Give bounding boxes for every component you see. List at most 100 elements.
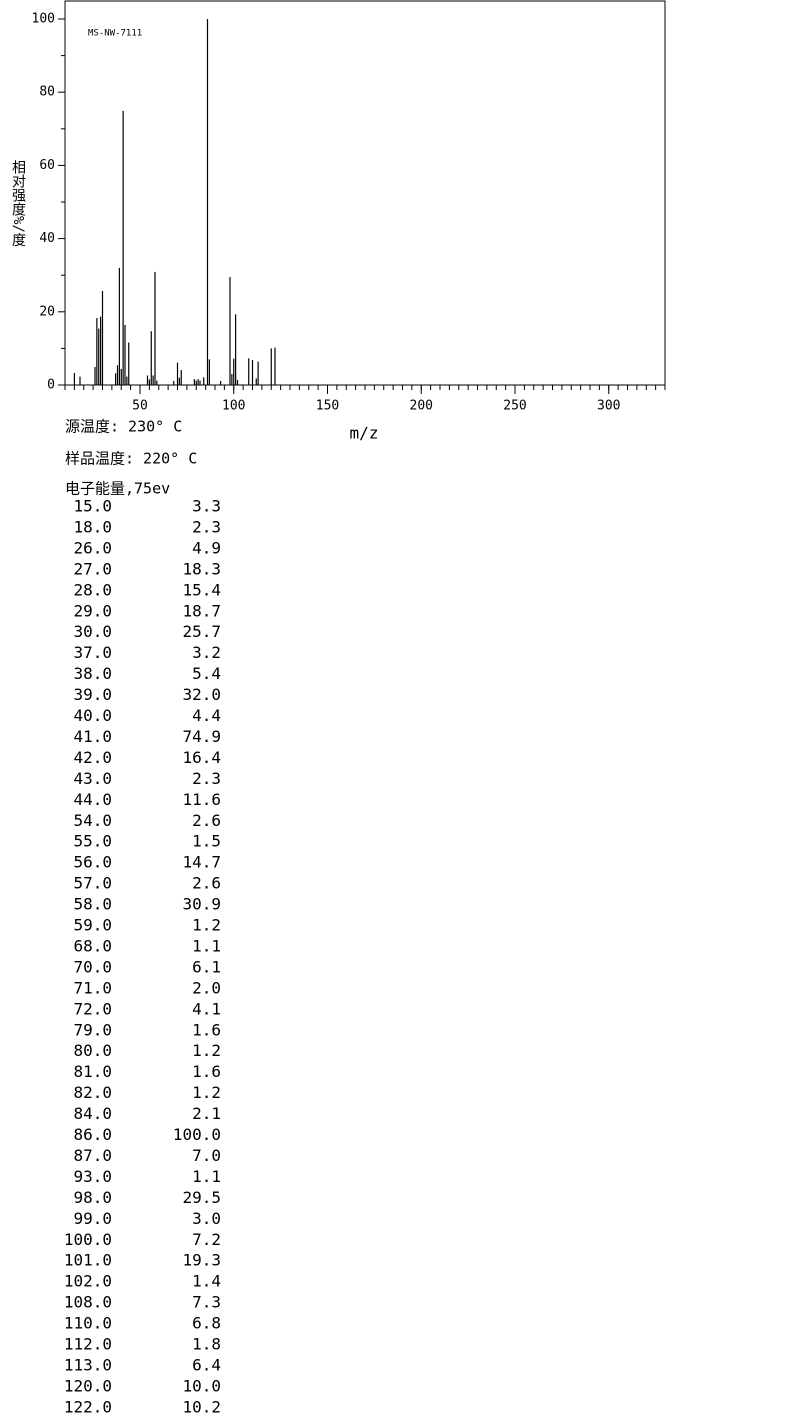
y-axis-label: 相对强度%/度 — [10, 160, 26, 247]
intensity-cell: 3.2 — [192, 643, 221, 662]
intensity-cell: 19.3 — [182, 1251, 221, 1270]
intensity-cell: 30.9 — [182, 895, 221, 914]
mz-cell: 39.0 — [73, 685, 112, 704]
intensity-cell: 1.5 — [192, 832, 221, 851]
intensity-cell: 2.6 — [192, 874, 221, 893]
mz-cell: 110.0 — [64, 1314, 112, 1333]
intensity-cell: 2.1 — [192, 1104, 221, 1123]
mz-cell: 101.0 — [64, 1251, 112, 1270]
intensity-cell: 11.6 — [182, 790, 221, 809]
mz-cell: 54.0 — [73, 811, 112, 830]
y-tick-label: 60 — [39, 158, 55, 173]
mz-cell: 68.0 — [73, 936, 112, 955]
mz-cell: 28.0 — [73, 580, 112, 599]
y-tick-label: 100 — [32, 12, 55, 27]
intensity-cell: 1.4 — [192, 1272, 221, 1291]
intensity-cell: 1.8 — [192, 1335, 221, 1354]
y-tick-label: 0 — [47, 378, 55, 393]
mz-cell: 81.0 — [73, 1062, 112, 1081]
mz-cell: 44.0 — [73, 790, 112, 809]
intensity-cell: 7.2 — [192, 1230, 221, 1249]
x-axis-label: m/z — [350, 424, 379, 443]
chart-title: MS-NW-7111 — [88, 29, 142, 39]
mz-cell: 113.0 — [64, 1355, 112, 1374]
mz-cell: 112.0 — [64, 1335, 112, 1354]
intensity-cell: 4.4 — [192, 706, 221, 725]
intensity-cell: 1.1 — [192, 936, 221, 955]
mz-cell: 57.0 — [73, 874, 112, 893]
intensity-cell: 2.3 — [192, 769, 221, 788]
mz-cell: 100.0 — [64, 1230, 112, 1249]
x-tick-label: 300 — [597, 399, 620, 414]
intensity-cell: 1.6 — [192, 1020, 221, 1039]
intensity-cell: 4.9 — [192, 538, 221, 557]
mz-cell: 58.0 — [73, 895, 112, 914]
electron-energy: 电子能量,75ev — [65, 480, 170, 498]
mz-cell: 27.0 — [73, 559, 112, 578]
x-tick-label: 50 — [132, 399, 148, 414]
intensity-cell: 1.6 — [192, 1062, 221, 1081]
intensity-cell: 2.0 — [192, 978, 221, 997]
mz-cell: 86.0 — [73, 1125, 112, 1144]
x-tick-label: 200 — [410, 399, 433, 414]
mz-cell: 84.0 — [73, 1104, 112, 1123]
x-tick-label: 250 — [503, 399, 526, 414]
intensity-cell: 1.1 — [192, 1167, 221, 1186]
intensity-cell: 7.3 — [192, 1293, 221, 1312]
mz-cell: 55.0 — [73, 832, 112, 851]
intensity-cell: 29.5 — [182, 1188, 221, 1207]
mz-cell: 93.0 — [73, 1167, 112, 1186]
mz-cell: 59.0 — [73, 916, 112, 935]
mz-cell: 37.0 — [73, 643, 112, 662]
intensity-cell: 14.7 — [182, 853, 221, 872]
mz-cell: 42.0 — [73, 748, 112, 767]
intensity-cell: 4.1 — [192, 999, 221, 1018]
mz-cell: 122.0 — [64, 1397, 112, 1416]
mz-cell: 87.0 — [73, 1146, 112, 1165]
intensity-cell: 1.2 — [192, 1041, 221, 1060]
mz-cell: 56.0 — [73, 853, 112, 872]
mz-cell: 79.0 — [73, 1020, 112, 1039]
mz-cell: 30.0 — [73, 622, 112, 641]
intensity-cell: 6.4 — [192, 1355, 221, 1374]
source-temperature: 源温度: 230° C — [65, 418, 182, 436]
intensity-cell: 6.1 — [192, 957, 221, 976]
intensity-cell: 1.2 — [192, 916, 221, 935]
mz-cell: 15.0 — [73, 497, 112, 516]
mz-cell: 40.0 — [73, 706, 112, 725]
mz-cell: 102.0 — [64, 1272, 112, 1291]
mz-cell: 72.0 — [73, 999, 112, 1018]
sample-temperature: 样品温度: 220° C — [65, 450, 197, 468]
y-tick-label: 20 — [39, 304, 55, 319]
intensity-cell: 18.7 — [182, 601, 221, 620]
intensity-cell: 100.0 — [173, 1125, 221, 1144]
mz-cell: 98.0 — [73, 1188, 112, 1207]
mz-cell: 18.0 — [73, 517, 112, 536]
intensity-cell: 1.2 — [192, 1083, 221, 1102]
intensity-cell: 5.4 — [192, 664, 221, 683]
mz-cell: 120.0 — [64, 1376, 112, 1395]
intensity-cell: 74.9 — [182, 727, 221, 746]
mz-cell: 29.0 — [73, 601, 112, 620]
intensity-cell: 3.0 — [192, 1209, 221, 1228]
intensity-cell: 6.8 — [192, 1314, 221, 1333]
mz-cell: 43.0 — [73, 769, 112, 788]
y-tick-label: 40 — [39, 231, 55, 246]
intensity-cell: 32.0 — [182, 685, 221, 704]
intensity-cell: 7.0 — [192, 1146, 221, 1165]
intensity-cell: 2.6 — [192, 811, 221, 830]
intensity-cell: 2.3 — [192, 517, 221, 536]
intensity-cell: 10.2 — [182, 1397, 221, 1416]
y-tick-label: 80 — [39, 85, 55, 100]
intensity-cell: 10.0 — [182, 1376, 221, 1395]
mz-cell: 80.0 — [73, 1041, 112, 1060]
mz-cell: 99.0 — [73, 1209, 112, 1228]
mz-cell: 71.0 — [73, 978, 112, 997]
intensity-cell: 16.4 — [182, 748, 221, 767]
mz-cell: 70.0 — [73, 957, 112, 976]
mz-cell: 38.0 — [73, 664, 112, 683]
intensity-cell: 18.3 — [182, 559, 221, 578]
intensity-cell: 25.7 — [182, 622, 221, 641]
